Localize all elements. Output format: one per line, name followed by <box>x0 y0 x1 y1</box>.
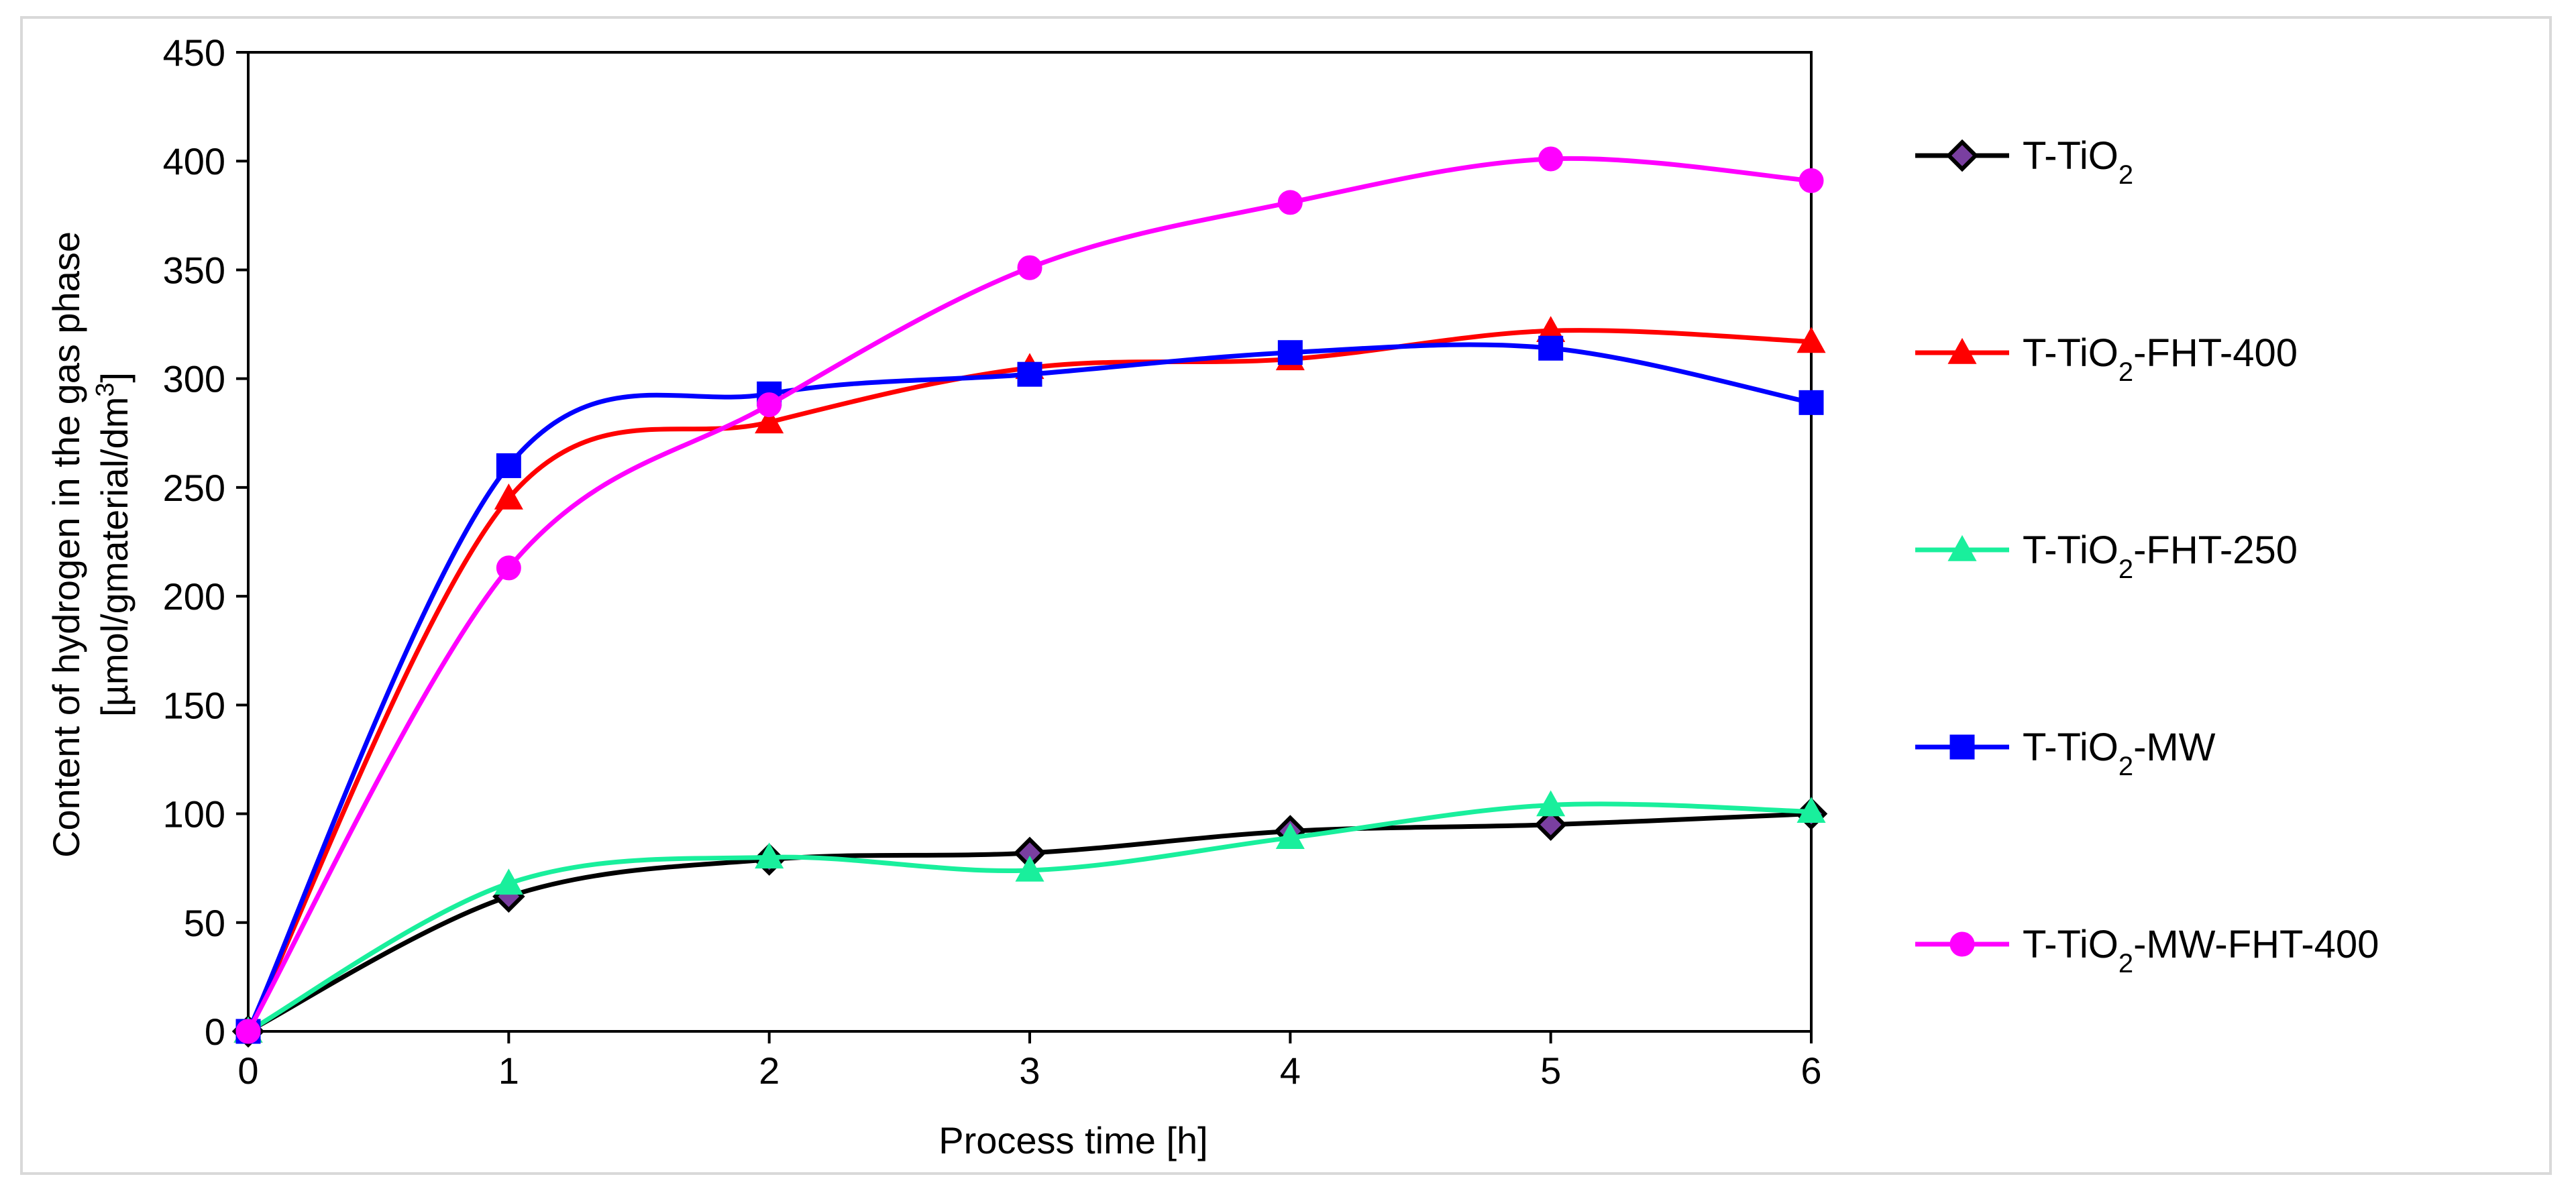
x-tick-label: 3 <box>1019 1049 1040 1092</box>
legend-label-mwfht400: T-TiO2-MW-FHT-400 <box>2023 923 2379 978</box>
series-line-mwfht400 <box>246 156 1812 1033</box>
legend-label-mw: T-TiO2-MW <box>2023 726 2216 781</box>
series-mwfht400 <box>235 146 1824 1044</box>
data-point-mw <box>1017 361 1042 387</box>
data-point-mwfht400 <box>757 392 782 418</box>
data-point-mwfht400 <box>1277 190 1303 215</box>
x-tick-label: 2 <box>759 1049 780 1092</box>
series-ttio2 <box>231 797 1828 1048</box>
data-point-mw <box>1799 390 1824 415</box>
data-point-fht400 <box>494 483 523 510</box>
legend-item-ttio2: T-TiO2 <box>1915 134 2133 190</box>
series-layer <box>231 146 1828 1048</box>
y-tick-label: 300 <box>163 358 225 400</box>
legend: T-TiO2 T-TiO2-FHT-400 T-TiO2-FHT-250 T-TiO2… <box>1915 134 2379 978</box>
y-tick-label: 50 <box>184 902 225 944</box>
data-point-mwfht400 <box>496 555 521 581</box>
data-point-mw <box>1277 340 1303 365</box>
legend-item-mw: T-TiO2-MW <box>1915 726 2216 781</box>
legend-label-fht250: T-TiO2-FHT-250 <box>2023 528 2298 584</box>
data-point-fht250 <box>1015 855 1044 882</box>
y-tick-label: 350 <box>163 249 225 291</box>
y-tick-label: 0 <box>205 1011 225 1053</box>
legend-marker-mwfht400 <box>1949 931 1975 957</box>
data-point-mwfht400 <box>235 1019 261 1044</box>
x-tick-label: 1 <box>498 1049 519 1092</box>
y-axis-title-line2: [µmol/gmaterial/dm3] <box>91 372 136 717</box>
legend-marker-fht250 <box>1947 534 1977 561</box>
data-point-mwfht400 <box>1799 168 1824 193</box>
legend-item-fht250: T-TiO2-FHT-250 <box>1915 528 2298 584</box>
data-point-mwfht400 <box>1017 255 1042 280</box>
series-fht250 <box>233 790 1826 1043</box>
data-point-fht250 <box>494 868 523 895</box>
y-tick-label: 400 <box>163 140 225 182</box>
y-tick-label: 250 <box>163 467 225 509</box>
series-fht400 <box>233 316 1826 1043</box>
series-line-fht400 <box>246 328 1812 1033</box>
x-tick-label: 0 <box>237 1049 258 1092</box>
data-point-mwfht400 <box>1538 146 1564 172</box>
x-tick-label: 5 <box>1540 1049 1561 1092</box>
axes: 0 50 100 150 200 250 300 350 400 450 0 1 2 3 4 5 6 <box>163 32 1822 1092</box>
legend-item-mwfht400: T-TiO2-MW-FHT-400 <box>1915 923 2379 978</box>
x-tick-label: 6 <box>1801 1049 1821 1092</box>
data-point-ttio2 <box>1534 808 1567 842</box>
x-axis-title: Process time [h] <box>938 1119 1208 1161</box>
data-point-fht250 <box>1536 790 1566 817</box>
data-point-fht250 <box>1275 823 1305 849</box>
data-point-fht250 <box>1796 797 1826 823</box>
legend-marker-mw <box>1949 734 1975 760</box>
series-mw <box>235 335 1824 1044</box>
legend-label-fht400: T-TiO2-FHT-400 <box>2023 331 2298 387</box>
data-point-fht400 <box>1796 327 1826 353</box>
y-tick-label: 200 <box>163 575 225 618</box>
legend-marker-ttio2 <box>1945 139 1979 172</box>
data-point-mw <box>1538 335 1564 361</box>
data-point-fht400 <box>755 407 784 434</box>
y-axis-title-line1: Content of hydrogen in the gas phase <box>45 231 87 858</box>
legend-marker-fht400 <box>1947 337 1977 364</box>
legend-label-ttio2: T-TiO2 <box>2023 134 2133 190</box>
legend-item-fht400: T-TiO2-FHT-400 <box>1915 331 2298 387</box>
y-tick-label: 150 <box>163 684 225 726</box>
data-point-fht250 <box>755 842 784 869</box>
data-point-mw <box>496 453 521 478</box>
y-tick-label: 100 <box>163 793 225 836</box>
plot-area-border <box>247 51 1813 1033</box>
x-tick-label: 4 <box>1280 1049 1301 1092</box>
y-tick-label: 450 <box>163 32 225 74</box>
series-line-mw <box>246 342 1812 1033</box>
